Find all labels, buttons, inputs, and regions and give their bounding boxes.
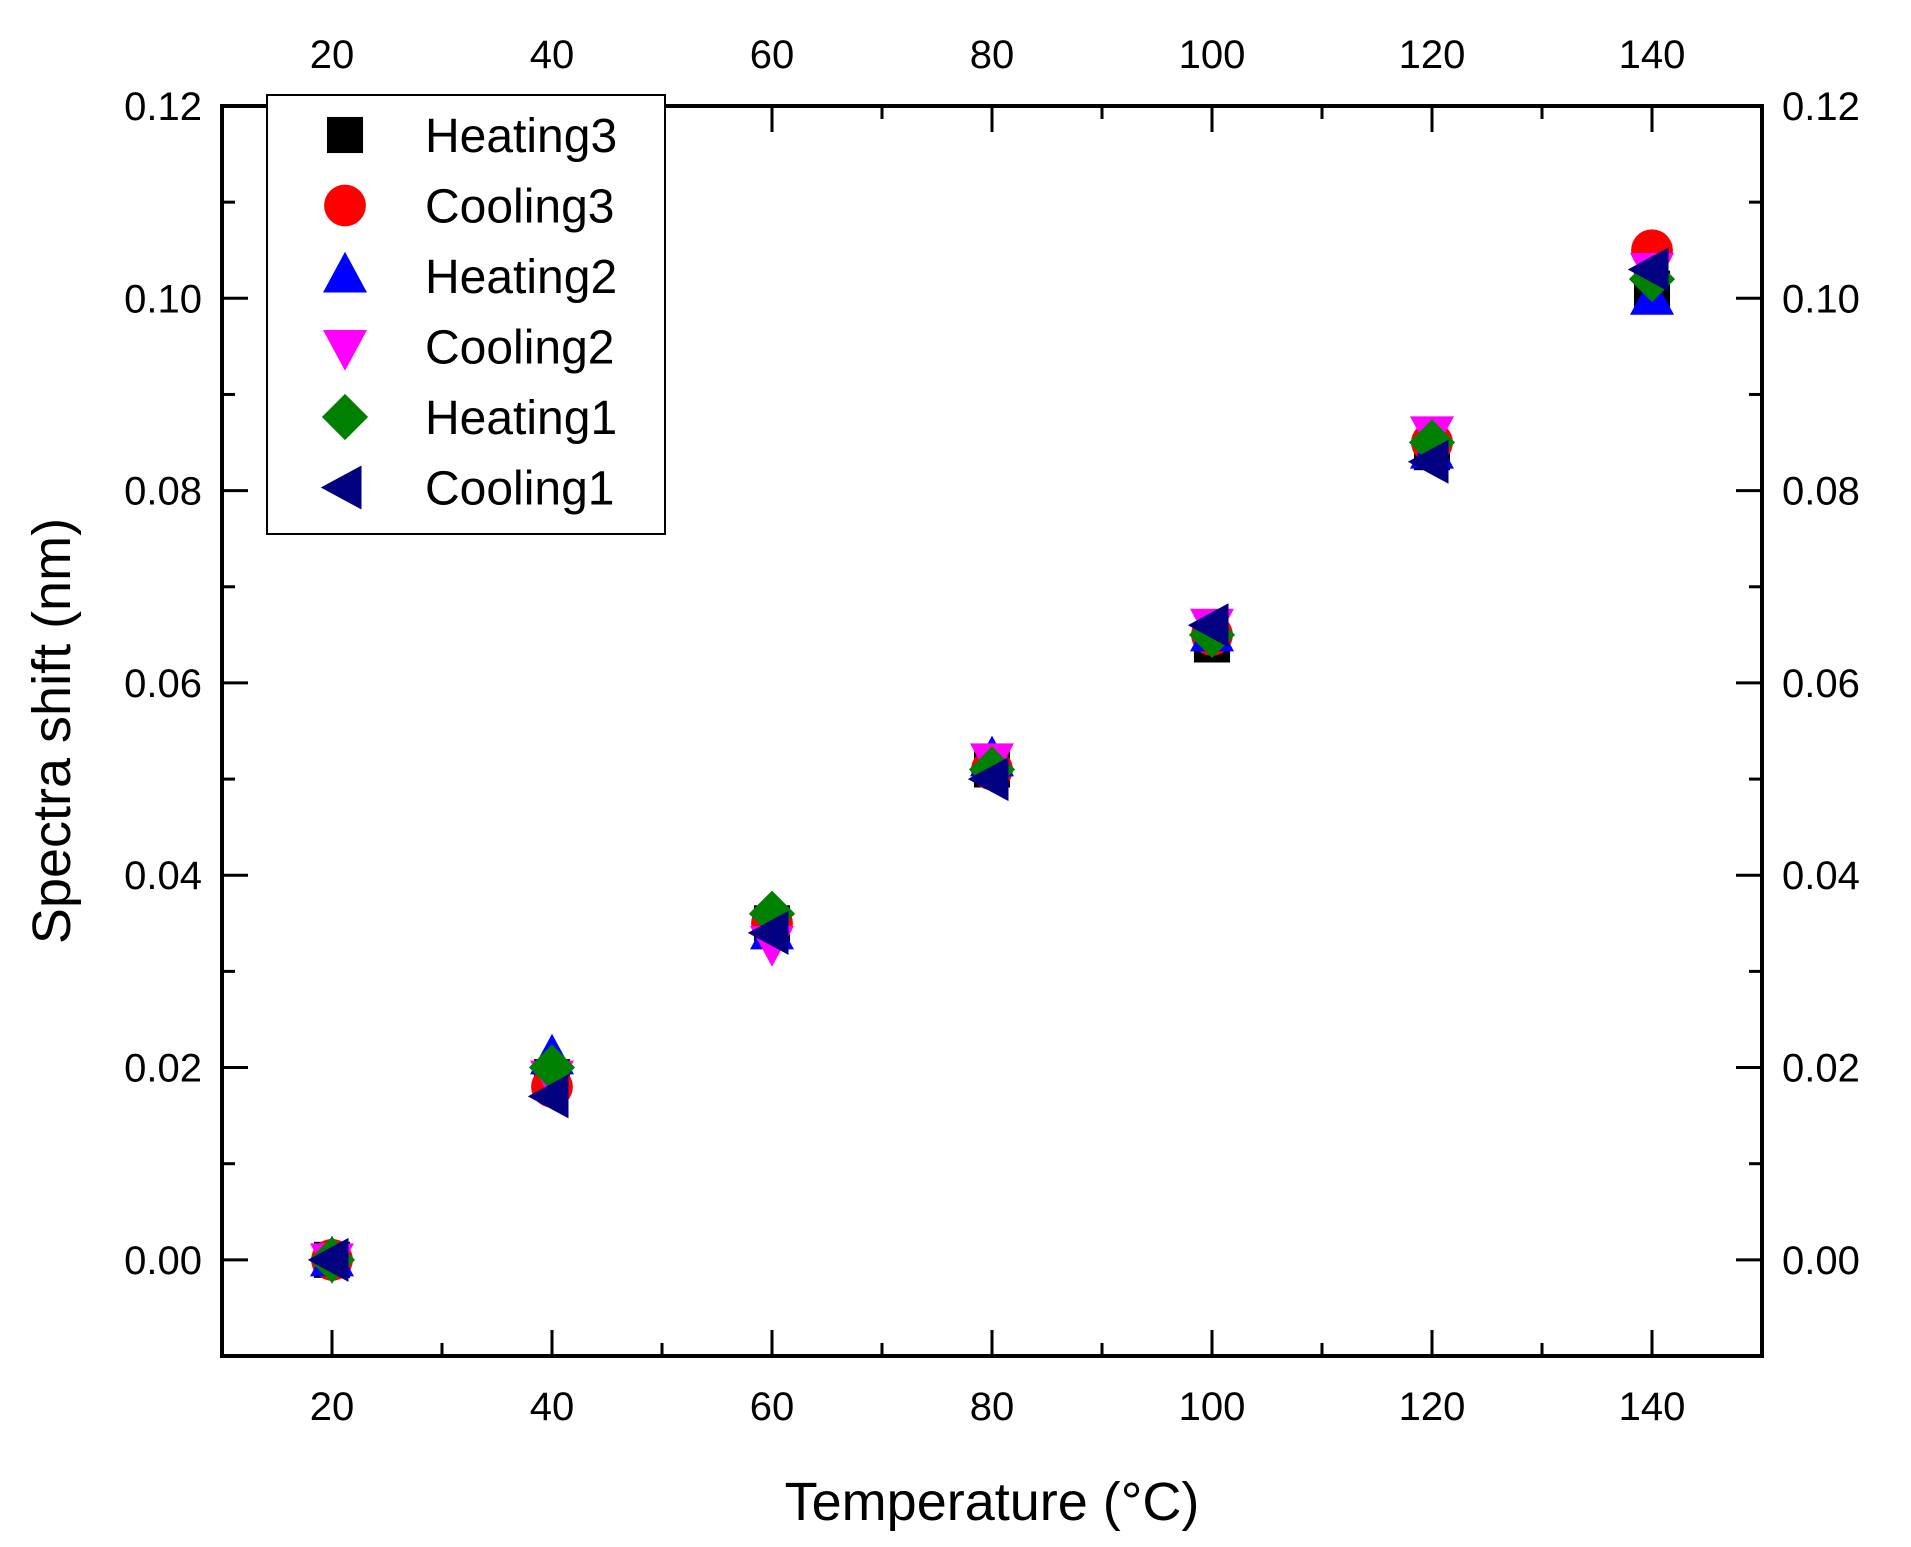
point-cooling1	[967, 757, 1009, 802]
y-tick-label-left: 0.04	[124, 854, 202, 898]
legend-marker-cooling3	[324, 184, 366, 227]
y-tick-label-right: 0.08	[1782, 470, 1860, 514]
x-tick-label-top: 40	[530, 33, 575, 77]
y-tick-label-left: 0.08	[124, 470, 202, 514]
y-tick-label-left: 0.06	[124, 662, 202, 706]
x-tick-label-top: 80	[970, 33, 1015, 77]
y-tick-label-left: 0.02	[124, 1047, 202, 1091]
legend-marker-heating1	[321, 393, 369, 441]
point-cooling1	[307, 1237, 349, 1282]
legend-marker-heating3	[326, 116, 364, 154]
y-axis-title: Spectra shift (nm)	[22, 518, 82, 944]
point-cooling1	[747, 910, 789, 955]
series-cooling1	[307, 247, 1669, 1282]
y-tick-label-right: 0.12	[1782, 85, 1860, 129]
legend-label: Heating1	[425, 392, 617, 445]
point-cooling1	[527, 1074, 569, 1119]
axis-tick-labels: 20 20 40 40 60 60 80 80 100 100 120 120 140 140 0.00 0.…	[124, 33, 1860, 1429]
point-cooling1	[1187, 603, 1229, 648]
point-cooling1	[1627, 247, 1669, 292]
x-tick-label-bottom: 20	[310, 1385, 355, 1429]
legend-marker-cooling1	[320, 465, 362, 510]
legend-marker-cooling2	[323, 330, 367, 371]
y-tick-label-right: 0.06	[1782, 662, 1860, 706]
x-tick-label-top: 100	[1179, 33, 1246, 77]
point-cooling1	[1407, 439, 1449, 484]
y-tick-label-left: 0.10	[124, 277, 202, 321]
x-tick-label-top: 120	[1399, 33, 1466, 77]
y-tick-label-right: 0.00	[1782, 1239, 1860, 1283]
legend: Heating3 Cooling3 Heating2 Cooling2 Heating1…	[266, 94, 666, 535]
x-tick-label-top: 140	[1619, 33, 1686, 77]
x-tick-label-bottom: 80	[970, 1385, 1015, 1429]
x-tick-label-bottom: 140	[1619, 1385, 1686, 1429]
y-tick-label-left: 0.00	[124, 1239, 202, 1283]
legend-marker-heating2	[323, 251, 367, 293]
y-tick-label-right: 0.04	[1782, 854, 1860, 898]
x-tick-label-top: 60	[750, 33, 795, 77]
legend-label: Cooling1	[425, 463, 614, 516]
x-tick-label-bottom: 120	[1399, 1385, 1466, 1429]
x-tick-label-bottom: 40	[530, 1385, 575, 1429]
y-tick-label-right: 0.10	[1782, 277, 1860, 321]
legend-label: Cooling3	[425, 181, 614, 234]
data-points	[307, 229, 1676, 1285]
x-tick-label-bottom: 60	[750, 1385, 795, 1429]
legend-label: Cooling2	[425, 322, 614, 375]
x-tick-label-bottom: 100	[1179, 1385, 1246, 1429]
x-tick-label-top: 20	[310, 33, 355, 77]
y-tick-label-right: 0.02	[1782, 1047, 1860, 1091]
legend-label: Heating3	[425, 110, 617, 163]
point-heating1	[1408, 419, 1456, 466]
legend-label: Heating2	[425, 251, 617, 304]
x-axis-title: Temperature (°C)	[785, 1472, 1200, 1532]
y-tick-label-left: 0.12	[124, 85, 202, 129]
legend-box	[266, 94, 666, 535]
